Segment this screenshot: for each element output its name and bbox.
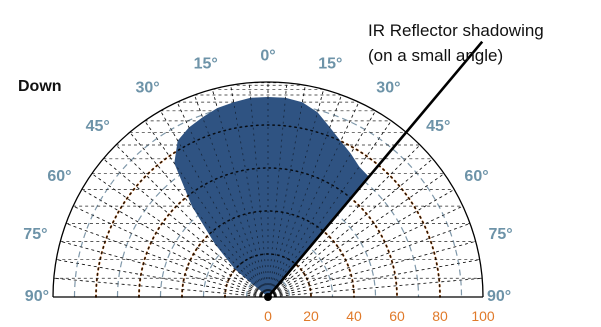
radial-tick-label: 20	[303, 308, 319, 324]
angle-tick-label: 60°	[464, 168, 488, 185]
radial-tick-label: 100	[471, 308, 495, 324]
angle-tick-label: 15°	[318, 56, 342, 73]
angle-tick-label: 60°	[47, 168, 71, 185]
overlay-layer	[53, 40, 484, 301]
overlay-ring	[138, 167, 398, 298]
origin-dot	[264, 293, 272, 301]
radial-tick-label: 40	[346, 308, 362, 324]
angle-tick-label: 30°	[135, 80, 159, 97]
angle-tick-label: 15°	[194, 56, 218, 73]
annotation-line-2: (on a small angle)	[368, 46, 503, 65]
angle-tick-label: 90°	[25, 288, 49, 305]
angle-tick-label: 75°	[23, 226, 47, 243]
overlay-ring	[95, 124, 441, 298]
radial-tick-label: 60	[389, 308, 405, 324]
angle-tick-label: 90°	[487, 288, 511, 305]
angle-tick-label: 75°	[488, 226, 512, 243]
outer-arc	[52, 81, 484, 298]
radial-tick-label: 80	[432, 308, 448, 324]
overlay-ring	[181, 210, 355, 298]
angle-tick-label: 30°	[376, 80, 400, 97]
angle-tick-label: 45°	[426, 118, 450, 135]
label-layer: 90° 75° 60° 45° 30° 15° 0° 15° 30° 45° 60° 75° 90° 0 2…	[23, 47, 512, 324]
pattern-area	[174, 97, 369, 297]
angle-tick-label: 0°	[260, 47, 275, 64]
data-layer	[174, 96, 369, 298]
angle-tick-label: 45°	[86, 118, 110, 135]
minor-ring	[159, 188, 377, 298]
annotation-line	[267, 40, 484, 298]
radial-tick-label: 0	[264, 308, 272, 324]
direction-label: Down	[18, 78, 62, 95]
minor-ring	[116, 145, 420, 298]
annotation-line-1: IR Reflector shadowing	[368, 21, 544, 40]
